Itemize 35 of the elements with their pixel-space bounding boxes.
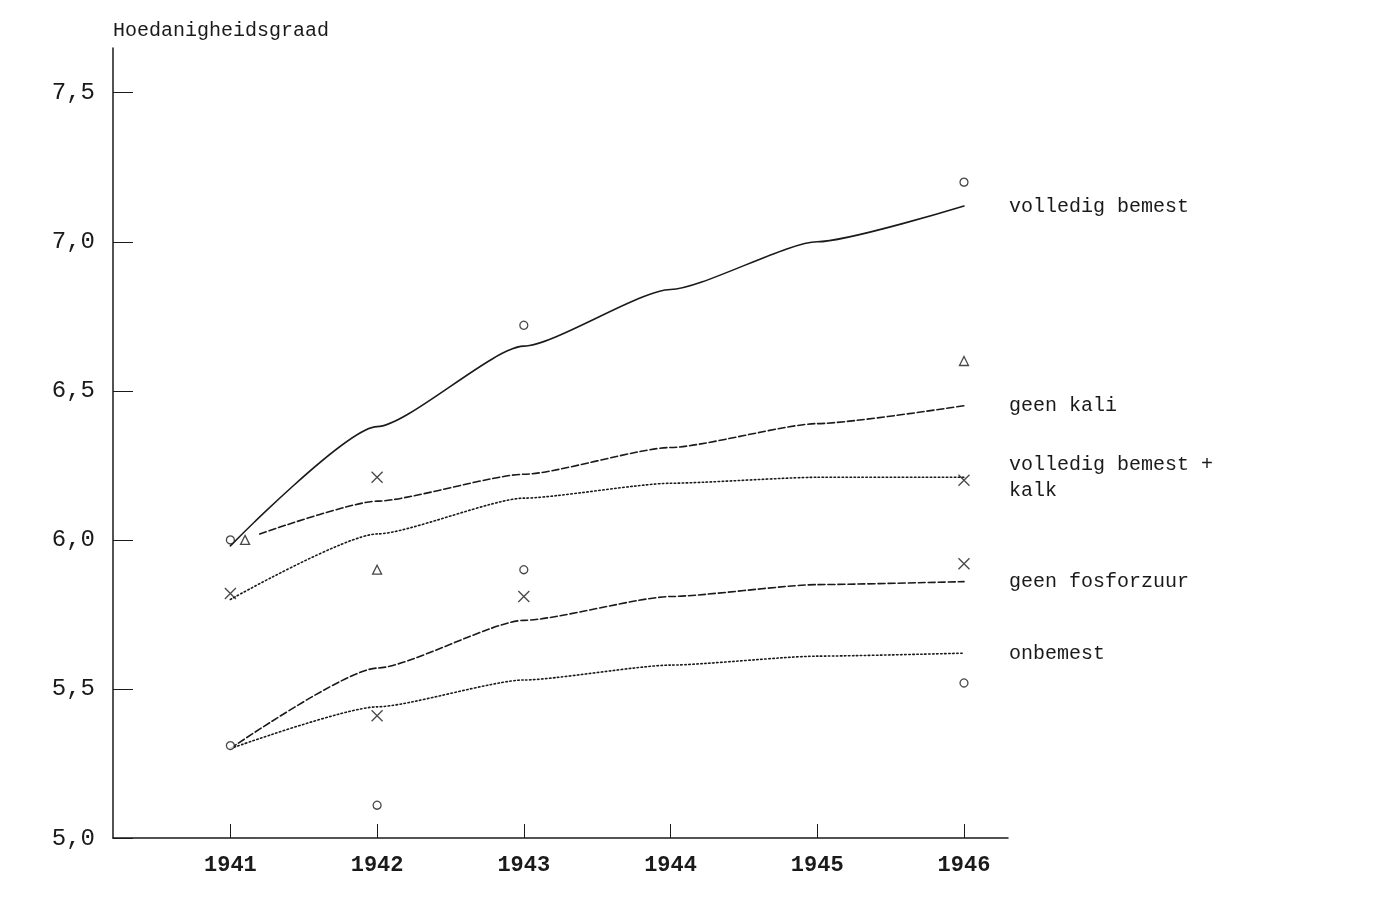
point: [225, 535, 236, 545]
point: [239, 534, 251, 546]
x-tick-label: 1945: [790, 852, 844, 878]
x-tick-label: 1944: [644, 852, 697, 878]
y-tick-label: 6,0: [51, 526, 95, 554]
x-tick-label: 1941: [203, 852, 257, 878]
y-axis-title: Hoedanigheidsgraad: [113, 18, 330, 42]
text: volledig bemest: [1008, 194, 1190, 218]
point: [371, 564, 383, 575]
point: [517, 590, 530, 603]
point: [372, 800, 382, 810]
point: [957, 474, 971, 487]
text: onbemest: [1008, 641, 1105, 665]
y-tick-label: 6,5: [51, 377, 95, 405]
text: volledig bemest + kalk: [1008, 452, 1226, 502]
text: geen fosforzuur: [1008, 570, 1190, 594]
x-tick-label: 1943: [497, 852, 551, 878]
y-tick-label: 5,5: [51, 675, 95, 703]
point: [957, 557, 971, 570]
y-tick-label: 5,0: [51, 824, 95, 852]
point: [370, 709, 384, 722]
text: geen kali: [1008, 394, 1118, 418]
x-tick-label: 1946: [937, 852, 991, 878]
point: [959, 177, 969, 187]
x-tick-label: 1942: [350, 852, 404, 878]
point: [519, 565, 529, 575]
y-tick-label: 7,5: [51, 79, 95, 107]
point: [370, 471, 384, 484]
point: [958, 355, 970, 367]
point: [224, 587, 237, 600]
point: [959, 678, 969, 688]
point: [519, 320, 529, 330]
line-series: [258, 404, 965, 535]
y-tick-label: 7,0: [51, 228, 95, 256]
point: [225, 740, 236, 751]
